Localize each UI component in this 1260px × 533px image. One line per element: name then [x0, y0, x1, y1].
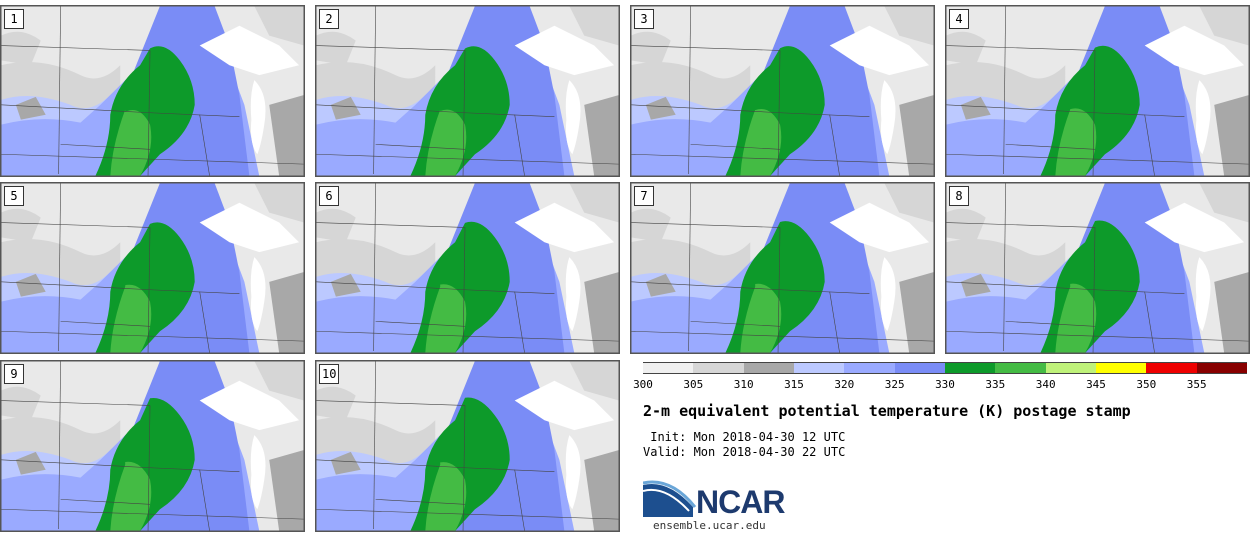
color-scale-segment [995, 362, 1046, 374]
member-label: 9 [4, 364, 24, 384]
member-label: 7 [634, 186, 654, 206]
color-scale-tick: 345 [1086, 378, 1106, 391]
member-label: 10 [319, 364, 340, 384]
color-scale-tick: 330 [935, 378, 955, 391]
color-scale-tick: 300 [633, 378, 653, 391]
color-scale-segment [1146, 362, 1197, 374]
member-label: 6 [319, 186, 339, 206]
color-scale-tick: 340 [1035, 378, 1056, 391]
member-label: 5 [4, 186, 24, 206]
postage-stamp-panel[interactable]: 8 [945, 182, 1250, 354]
member-label: 3 [634, 9, 654, 29]
color-scale-segment [743, 362, 794, 374]
color-scale-tick: 305 [683, 378, 704, 391]
color-scale-tick: 325 [884, 378, 905, 391]
postage-stamp-panel[interactable]: 3 [630, 5, 935, 177]
color-scale-segment [945, 362, 996, 374]
color-scale-segment [1045, 362, 1096, 374]
postage-stamp-panel[interactable]: 6 [315, 182, 620, 354]
logo-text: NCAR [696, 484, 785, 520]
color-scale-tick: 315 [784, 378, 804, 391]
color-scale-tick: 320 [834, 378, 855, 391]
postage-stamp-panel[interactable]: 7 [630, 182, 935, 354]
color-scale-tick: 335 [985, 378, 1006, 391]
member-label: 8 [949, 186, 969, 206]
member-label: 4 [949, 9, 969, 29]
postage-stamp-panel[interactable]: 1 [0, 5, 305, 177]
color-scale-segment [1096, 362, 1147, 374]
color-scale-bar [643, 362, 1247, 374]
member-label: 2 [319, 9, 339, 29]
website-url[interactable]: ensemble.ucar.edu [653, 519, 766, 532]
color-scale-segment [894, 362, 945, 374]
member-label: 1 [4, 9, 24, 29]
postage-stamp-panel[interactable]: 4 [945, 5, 1250, 177]
color-scale-tick: 350 [1136, 378, 1157, 391]
valid-time: Valid: Mon 2018-04-30 22 UTC [643, 445, 846, 459]
postage-stamp-panel[interactable]: 2 [315, 5, 620, 177]
figure-title: 2-m equivalent potential temperature (K)… [643, 402, 1131, 420]
color-scale-segment [1196, 362, 1247, 374]
ncar-logo-icon [643, 480, 697, 517]
color-scale-segment [794, 362, 845, 374]
postage-stamp-panel[interactable]: 9 [0, 360, 305, 532]
postage-stamp-panel[interactable]: 10 [315, 360, 620, 532]
color-scale-segment [693, 362, 744, 374]
postage-stamp-panel[interactable]: 5 [0, 182, 305, 354]
color-scale-tick: 355 [1186, 378, 1207, 391]
init-time: Init: Mon 2018-04-30 12 UTC [643, 430, 846, 444]
color-scale-segment [643, 362, 694, 374]
color-scale-tick: 310 [733, 378, 754, 391]
color-scale-segment [844, 362, 895, 374]
